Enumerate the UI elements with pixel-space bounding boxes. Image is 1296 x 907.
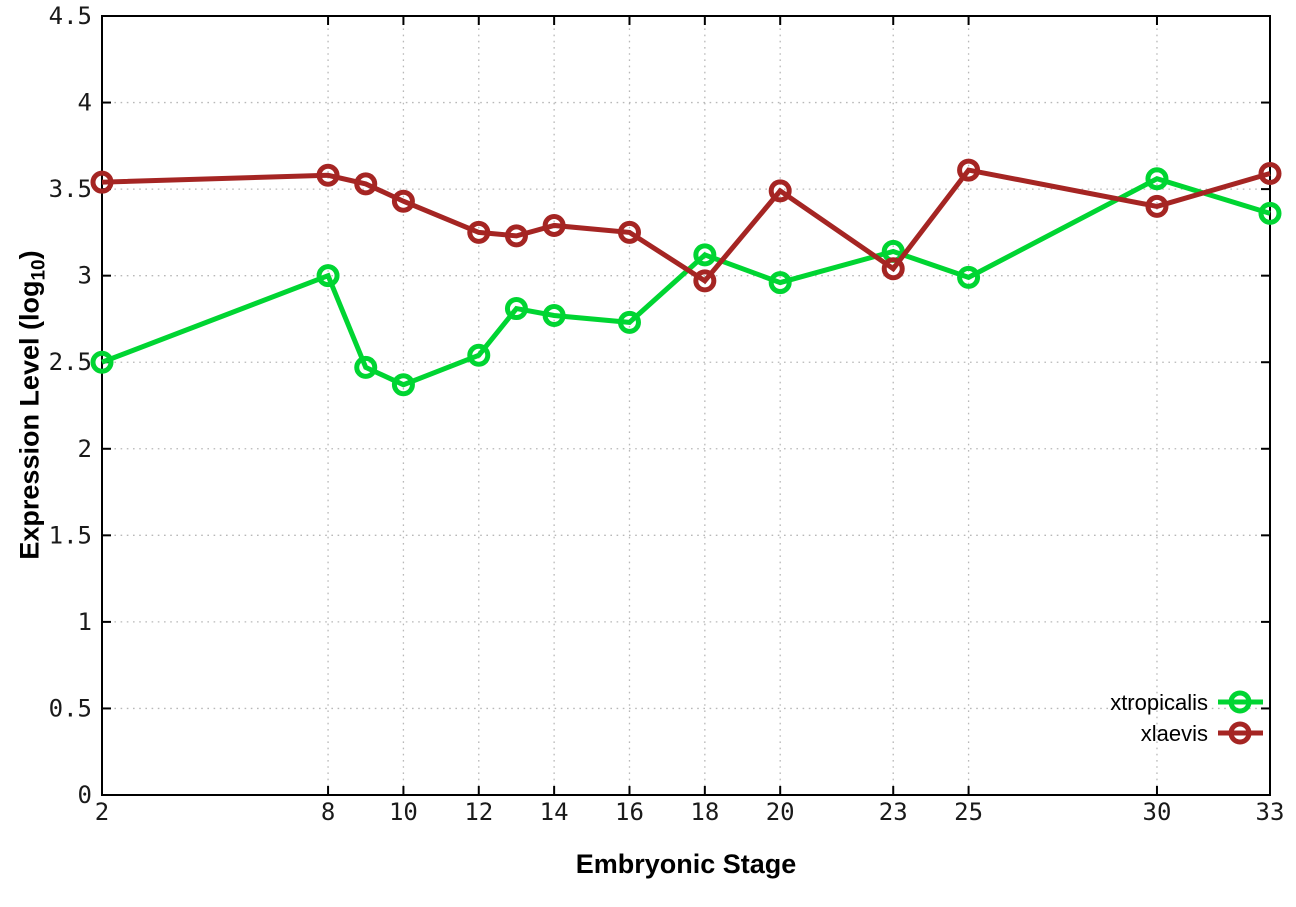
data-point-xlaevis-10 [391,189,415,213]
x-axis-title: Embryonic Stage [575,849,797,879]
series-line-xtropicalis [101,176,1271,388]
y-tick-label-2: 2 [78,435,92,463]
x-tick-label-8: 8 [321,798,335,826]
data-point-xlaevis-14 [542,213,566,237]
data-point-xtropicalis-14 [542,303,566,327]
data-point-xlaevis-8 [316,163,340,187]
y-tick-label-0: 0 [78,781,92,809]
y-tick-label-1: 1 [78,608,92,636]
data-point-xtropicalis-33 [1258,201,1282,225]
x-tick-label-33: 33 [1256,798,1285,826]
y-axis-title-close: ) [14,250,45,260]
data-point-xlaevis-9 [354,172,378,196]
data-point-xlaevis-23 [881,257,905,281]
data-point-xtropicalis-25 [957,265,981,289]
y-tick-label-3: 3 [78,262,92,290]
data-point-xtropicalis-20 [768,271,792,295]
y-tick-label-3.5: 3.5 [49,175,92,203]
x-tick-label-30: 30 [1143,798,1172,826]
data-point-xtropicalis-30 [1145,167,1169,191]
data-point-xtropicalis-2 [90,350,114,374]
x-tick-label-20: 20 [766,798,795,826]
x-tick-label-12: 12 [464,798,493,826]
y-axis-title-main: Expression Level (log [14,280,45,560]
data-point-xlaevis-33 [1258,162,1282,186]
data-point-xtropicalis-18 [693,243,717,267]
y-axis-title: Expression Level (log10) [14,250,50,560]
x-tick-label-14: 14 [540,798,569,826]
legend-marker-xlaevis [1228,721,1252,745]
y-tick-label-0.5: 0.5 [49,694,92,722]
data-point-xtropicalis-9 [354,355,378,379]
legend-marker-xtropicalis [1228,690,1252,714]
y-tick-label-2.5: 2.5 [49,348,92,376]
plot-border [101,15,1271,796]
data-point-xlaevis-30 [1145,194,1169,218]
data-point-xtropicalis-13 [504,297,528,321]
data-point-xlaevis-25 [957,158,981,182]
data-point-xlaevis-20 [768,179,792,203]
x-tick-label-2: 2 [95,798,109,826]
y-tick-label-4: 4 [78,89,92,117]
data-point-xlaevis-16 [617,220,641,244]
y-tick-label-4.5: 4.5 [49,2,92,30]
data-point-xtropicalis-8 [316,264,340,288]
data-point-xlaevis-12 [467,220,491,244]
y-tick-label-1.5: 1.5 [49,521,92,549]
y-axis-title-subscript: 10 [28,259,50,281]
x-tick-label-25: 25 [954,798,983,826]
series-line-xlaevis [101,167,1271,285]
data-point-xtropicalis-10 [391,373,415,397]
data-point-xtropicalis-16 [617,310,641,334]
x-tick-label-10: 10 [389,798,418,826]
legend-label-xlaevis: xlaevis [1141,721,1208,746]
data-point-xlaevis-13 [504,224,528,248]
data-point-xlaevis-18 [693,269,717,293]
data-point-xlaevis-2 [90,170,114,194]
data-point-xtropicalis-12 [467,343,491,367]
x-tick-label-23: 23 [879,798,908,826]
x-tick-label-18: 18 [690,798,719,826]
x-tick-label-16: 16 [615,798,644,826]
legend-label-xtropicalis: xtropicalis [1110,690,1208,715]
